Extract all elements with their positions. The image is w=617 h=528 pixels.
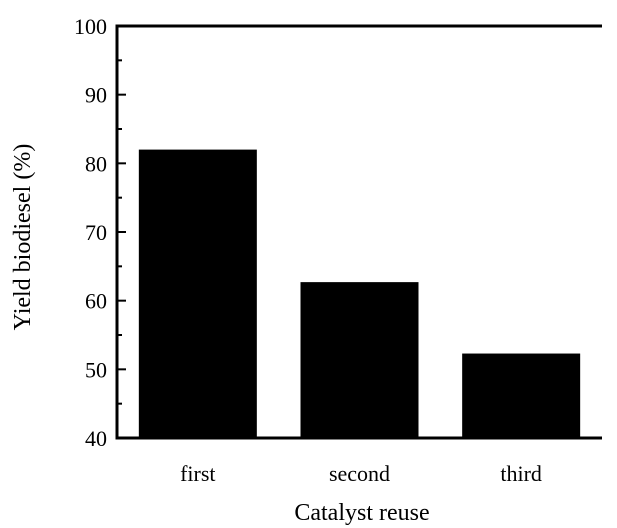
bar-second <box>300 282 419 438</box>
y-tick-label: 40 <box>85 426 107 451</box>
bars-group <box>138 149 581 438</box>
y-tick-label: 100 <box>74 14 107 39</box>
bar-first <box>138 149 257 438</box>
y-tick-label: 80 <box>85 151 107 176</box>
axes-frame <box>115 24 602 440</box>
y-tick-label: 60 <box>85 289 107 314</box>
y-tick-label: 70 <box>85 220 107 245</box>
x-tick-label-third: third <box>500 461 542 486</box>
x-axis-title: Catalyst reuse <box>294 500 429 526</box>
x-tick-label-second: second <box>329 461 390 486</box>
y-tick-label: 90 <box>85 83 107 108</box>
y-tick-label: 50 <box>85 357 107 382</box>
x-axis-ticks: first second third <box>180 461 542 486</box>
bar-third <box>462 353 581 438</box>
y-axis-title: Yield biodiesel (%) <box>10 144 36 331</box>
x-tick-label-first: first <box>180 461 215 486</box>
